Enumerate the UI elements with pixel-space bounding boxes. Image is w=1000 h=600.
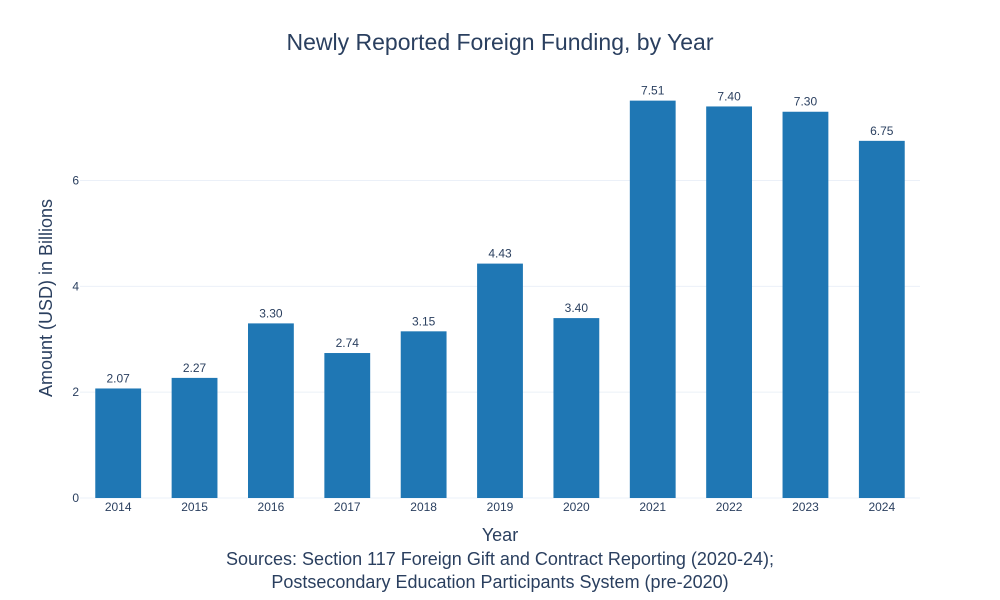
x-tick-label: 2021 — [639, 500, 666, 514]
bar — [171, 377, 218, 498]
x-tick-label: 2018 — [410, 500, 437, 514]
x-tick-label: 2023 — [792, 500, 819, 514]
bar — [477, 263, 523, 498]
x-tick-label: 2020 — [563, 500, 590, 514]
data-label: 2.07 — [107, 371, 131, 385]
x-tick-labels: 2014 2015 2016 2017 2018 2019 2020 2021 2022 2023… — [105, 500, 896, 514]
bar — [400, 331, 447, 498]
bar — [95, 388, 142, 498]
data-labels: 2.07 2.27 3.30 2.74 3.15 4.43 3.40 7.51 7.40 7.30… — [107, 84, 894, 386]
source-line-1: Sources: Section 117 Foreign Gift and Co… — [226, 549, 774, 569]
x-tick-label: 2024 — [868, 500, 895, 514]
bar — [324, 353, 371, 498]
bar — [248, 323, 294, 498]
y-tick-label: 6 — [72, 174, 79, 188]
x-tick-label: 2016 — [258, 500, 285, 514]
bar — [858, 140, 905, 499]
x-axis-title: Year — [482, 525, 518, 545]
data-label: 7.30 — [794, 95, 818, 109]
bar — [629, 100, 676, 499]
x-tick-label: 2019 — [487, 500, 514, 514]
bar — [706, 106, 752, 499]
data-label: 2.27 — [183, 361, 207, 375]
y-tick-label: 2 — [72, 385, 79, 399]
y-axis-title: Amount (USD) in Billions — [36, 199, 56, 397]
x-tick-label: 2014 — [105, 500, 132, 514]
x-tick-label: 2015 — [181, 500, 208, 514]
data-label: 2.74 — [336, 336, 360, 350]
data-label: 4.43 — [488, 247, 512, 261]
data-label: 6.75 — [870, 124, 894, 138]
y-tick-label: 4 — [72, 279, 79, 293]
x-tick-label: 2017 — [334, 500, 361, 514]
bar — [782, 111, 829, 499]
bars — [95, 100, 905, 499]
data-label: 7.40 — [717, 89, 741, 103]
bar — [553, 318, 600, 498]
data-label: 3.15 — [412, 314, 436, 328]
y-tick-label: 0 — [72, 491, 79, 505]
source-line-2: Postsecondary Education Participants Sys… — [271, 572, 728, 592]
data-label: 7.51 — [641, 84, 665, 98]
y-tick-labels: 0 2 4 6 — [72, 174, 79, 505]
data-label: 3.40 — [565, 301, 589, 315]
chart-title: Newly Reported Foreign Funding, by Year — [286, 29, 713, 55]
x-tick-label: 2022 — [716, 500, 743, 514]
data-label: 3.30 — [259, 306, 283, 320]
